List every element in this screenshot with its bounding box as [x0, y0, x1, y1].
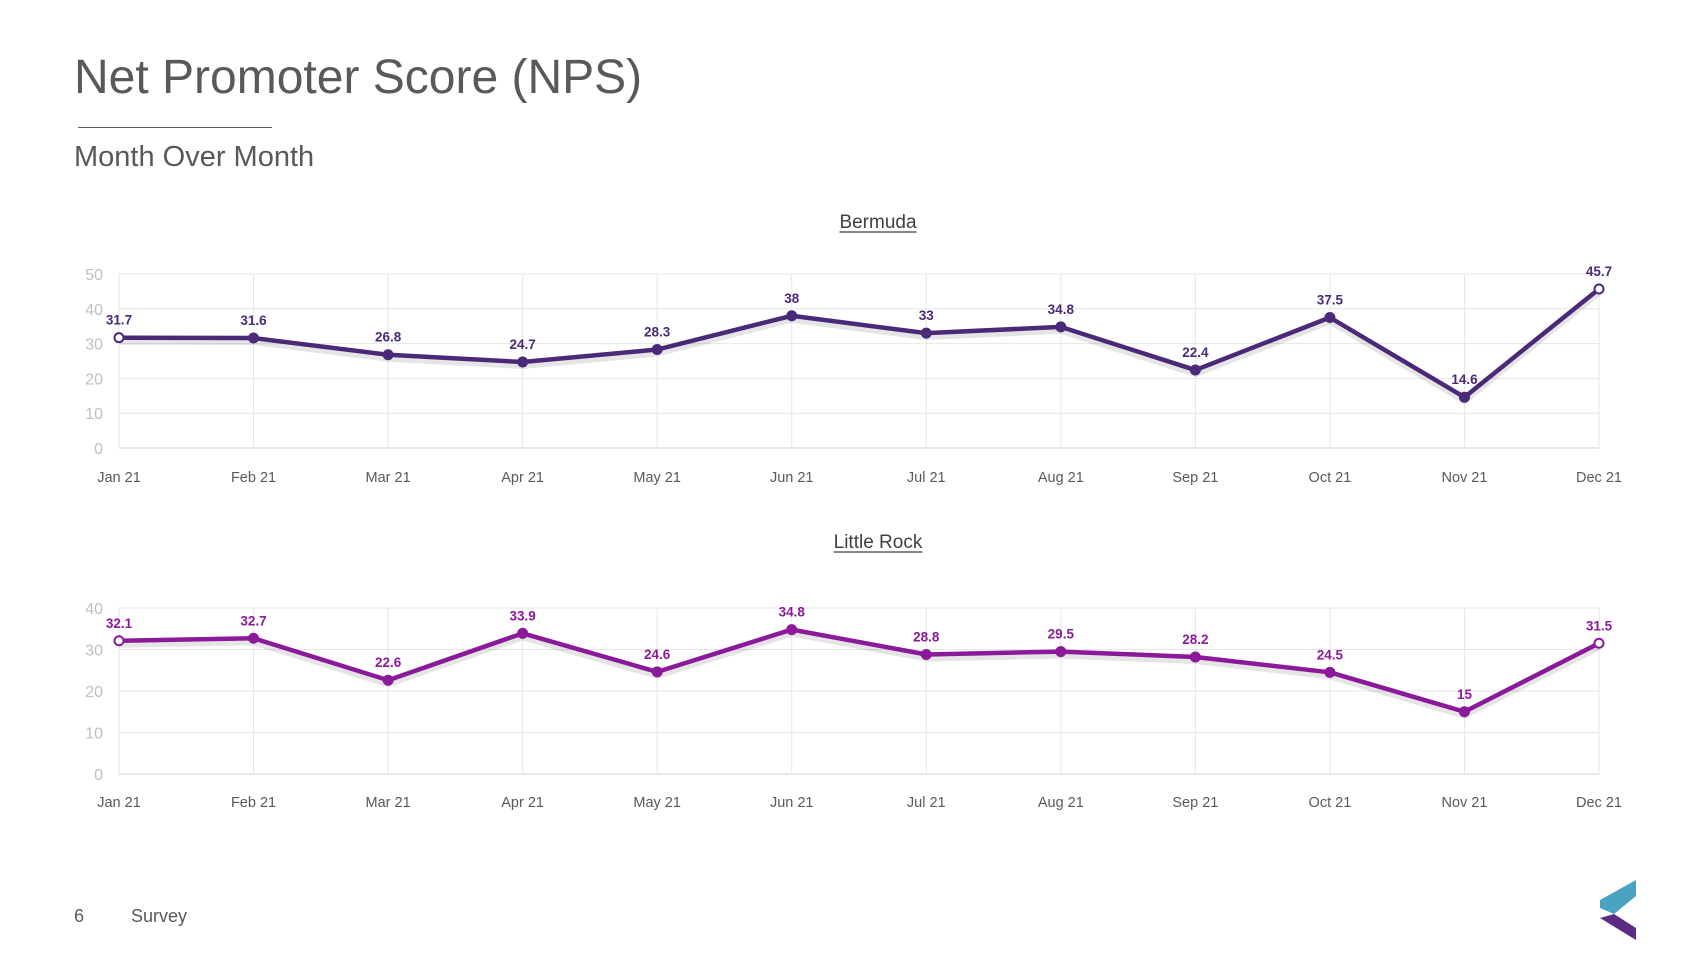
data-label: 28.3	[644, 325, 671, 340]
data-point	[1189, 651, 1201, 663]
x-tick-label: Jul 21	[907, 470, 946, 486]
data-label: 29.5	[1048, 627, 1075, 642]
x-tick-label: Nov 21	[1441, 795, 1487, 811]
x-tick-label: Mar 21	[366, 795, 411, 811]
x-tick-label: Jun 21	[770, 795, 814, 811]
y-tick-label: 30	[85, 643, 103, 660]
y-tick-label: 10	[85, 726, 103, 743]
chart-title: Little Rock	[834, 532, 923, 553]
data-point	[517, 627, 529, 639]
slide-subtitle: Month Over Month	[74, 141, 315, 173]
data-point	[382, 674, 394, 686]
x-tick-label: Sep 21	[1172, 470, 1218, 486]
x-tick-label: Aug 21	[1038, 470, 1084, 486]
page-number: 6	[74, 906, 85, 926]
x-tick-label: Sep 21	[1172, 795, 1218, 811]
data-label: 32.7	[240, 613, 266, 628]
x-tick-label: Jul 21	[907, 795, 946, 811]
y-tick-label: 40	[85, 302, 103, 319]
x-tick-label: Aug 21	[1038, 795, 1084, 811]
data-label: 24.6	[644, 647, 671, 662]
data-label: 34.8	[1048, 302, 1075, 317]
data-point	[920, 327, 932, 339]
data-point	[786, 310, 798, 322]
series-line-shadow	[118, 630, 1601, 719]
data-label: 26.8	[375, 330, 402, 345]
little-rock-series-line	[116, 627, 1602, 714]
title-underline	[78, 127, 272, 128]
bermuda-series-line	[116, 286, 1602, 400]
data-point	[1458, 706, 1470, 718]
data-label: 33.9	[509, 608, 535, 623]
x-tick-label: Apr 21	[501, 470, 544, 486]
chart-title: Bermuda	[839, 212, 917, 233]
logo-teal-shape	[1600, 880, 1636, 914]
data-point	[113, 635, 125, 647]
data-point	[1189, 364, 1201, 376]
data-label: 32.1	[106, 616, 133, 631]
slide-title: Net Promoter Score (NPS)	[74, 51, 643, 104]
data-label: 34.8	[779, 605, 806, 620]
data-label: 45.7	[1586, 264, 1612, 279]
data-point	[1593, 283, 1605, 295]
footer-label: Survey	[131, 906, 188, 926]
data-label: 33	[919, 308, 935, 323]
data-label: 31.5	[1586, 618, 1613, 633]
x-tick-label: Dec 21	[1576, 470, 1622, 486]
x-tick-label: Jan 21	[97, 470, 141, 486]
data-point	[651, 344, 663, 356]
data-label: 31.7	[106, 313, 132, 328]
data-point	[517, 356, 529, 368]
x-tick-label: Dec 21	[1576, 795, 1622, 811]
x-tick-label: Jan 21	[97, 795, 141, 811]
data-point	[1593, 637, 1605, 649]
data-point	[1055, 321, 1067, 333]
data-label: 37.5	[1317, 293, 1344, 308]
x-tick-label: Feb 21	[231, 470, 276, 486]
y-tick-label: 10	[85, 406, 103, 423]
y-tick-label: 20	[85, 684, 103, 701]
x-tick-label: May 21	[633, 795, 681, 811]
x-tick-label: Mar 21	[366, 470, 411, 486]
y-tick-label: 0	[94, 441, 103, 458]
data-label: 22.6	[375, 655, 402, 670]
logo-purple-shape	[1600, 914, 1636, 940]
data-point	[786, 624, 798, 636]
y-tick-label: 30	[85, 337, 103, 354]
data-label: 31.6	[240, 313, 267, 328]
data-point	[920, 648, 932, 660]
data-point	[382, 349, 394, 361]
data-label: 28.2	[1182, 632, 1208, 647]
data-label: 24.5	[1317, 647, 1344, 662]
data-point	[651, 666, 663, 678]
bermuda-nps-chart: Bermuda 0 10 20 30 40 50 Jan 21 Feb 21 Mar 21 Apr …	[85, 212, 1622, 486]
data-point	[248, 332, 260, 344]
y-tick-label: 0	[94, 767, 103, 784]
data-point	[248, 632, 260, 644]
little-rock-nps-chart: Little Rock 0 10 20 30 40 Jan 21 Feb 21 Mar 21 Ap…	[85, 532, 1622, 811]
data-label: 24.7	[509, 337, 535, 352]
y-tick-label: 40	[85, 601, 103, 618]
series-line-shadow	[118, 290, 1601, 405]
data-point	[1055, 646, 1067, 658]
y-tick-label: 20	[85, 371, 103, 388]
data-point	[1458, 391, 1470, 403]
data-point	[1324, 312, 1336, 323]
data-point	[113, 332, 125, 344]
data-label: 28.8	[913, 629, 940, 644]
x-tick-label: Nov 21	[1441, 470, 1487, 486]
x-tick-label: Oct 21	[1309, 470, 1352, 486]
data-label: 14.6	[1451, 372, 1478, 387]
brand-chevron-logo-icon	[1600, 880, 1636, 940]
x-tick-label: Apr 21	[501, 795, 544, 811]
y-tick-label: 50	[85, 267, 103, 284]
data-label: 15	[1457, 687, 1473, 702]
data-point	[1324, 666, 1336, 678]
x-tick-label: Feb 21	[231, 795, 276, 811]
x-tick-label: Oct 21	[1309, 795, 1352, 811]
data-label: 38	[784, 291, 800, 306]
data-label: 22.4	[1182, 345, 1209, 360]
x-tick-label: May 21	[633, 470, 681, 486]
x-tick-label: Jun 21	[770, 470, 814, 486]
